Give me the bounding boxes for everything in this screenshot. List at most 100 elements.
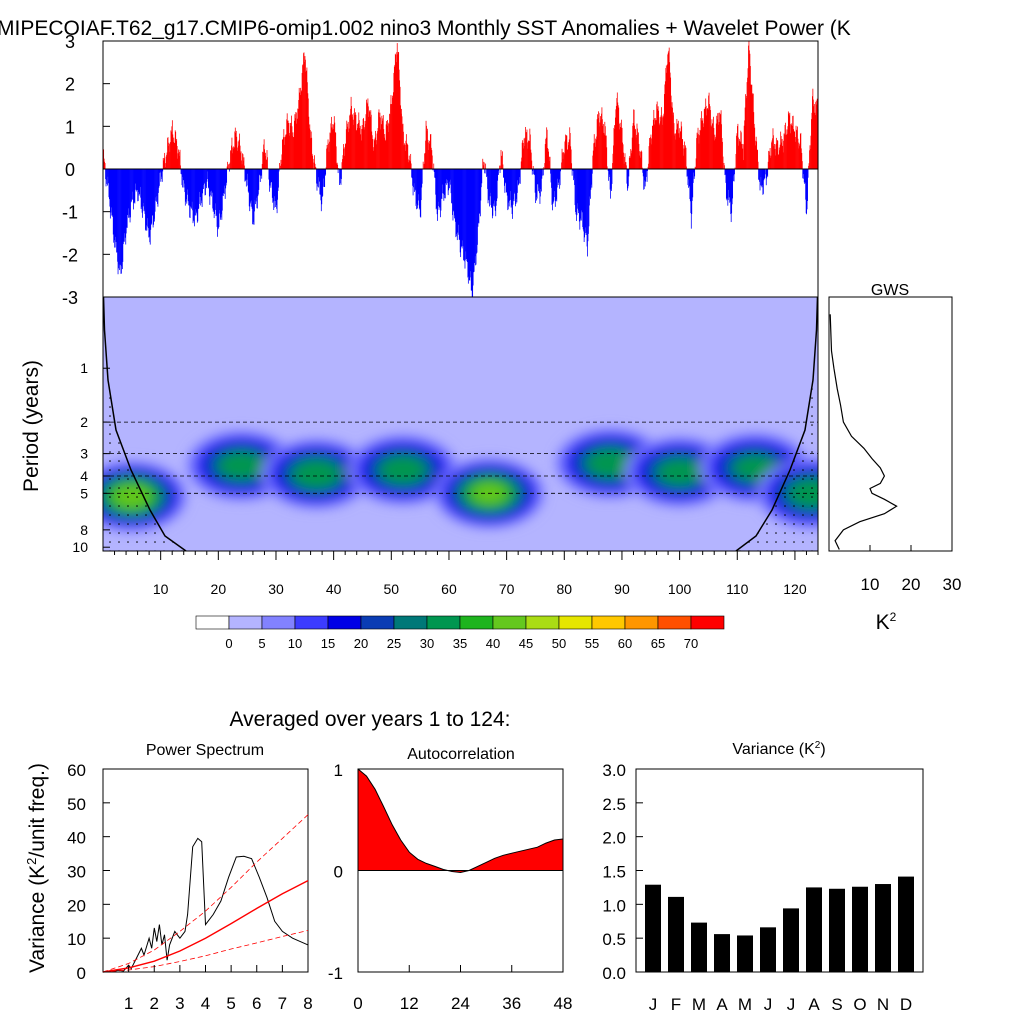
variance-bar: [898, 876, 914, 972]
sst-anomaly-bar: [127, 169, 129, 209]
sst-anomaly-bar: [531, 169, 533, 175]
sst-anomaly-bar: [339, 169, 340, 185]
sst-anomaly-bar: [676, 124, 678, 169]
sst-anomaly-bar: [488, 169, 489, 200]
sst-anomaly-bar: [282, 137, 284, 169]
power-spectrum-y-tick-label: 50: [67, 795, 86, 814]
sst-anomaly-bar: [788, 113, 790, 169]
sst-anomaly-bar: [168, 142, 170, 169]
sst-anomaly-bar: [187, 169, 189, 190]
sst-anomaly-bar: [111, 169, 113, 216]
sst-anomaly-bar: [417, 169, 418, 209]
sst-anomaly-bar: [549, 156, 551, 169]
sst-anomaly-bar: [769, 151, 771, 169]
sst-anomaly-bar: [657, 106, 659, 169]
sst-anomaly-bar: [458, 169, 460, 235]
sst-anomaly-bar: [655, 120, 657, 169]
sst-anomaly-bar: [273, 169, 275, 211]
sst-anomaly-bar: [141, 169, 142, 207]
sst-anomaly-bar: [595, 138, 597, 169]
wavelet-power-contour: [659, 459, 700, 485]
sst-anomaly-bar: [700, 111, 702, 169]
sst-anomaly-bar: [165, 156, 167, 169]
sst-anomaly-bar: [249, 169, 251, 202]
sst-anomaly-bar: [359, 128, 361, 169]
sst-anomaly-bar: [501, 155, 502, 169]
sst-anomaly-bar: [413, 169, 415, 184]
sst-anomaly-bar: [702, 127, 704, 169]
sst-anomaly-bar: [774, 143, 775, 169]
sst-anomaly-bar: [280, 159, 282, 169]
sst-anomaly-bar: [260, 169, 262, 176]
sst-anomaly-bar: [463, 169, 464, 261]
sst-anomaly-bar: [705, 105, 707, 169]
sst-anomaly-bar: [747, 77, 748, 169]
sst-anomaly-bar: [535, 169, 537, 197]
sst-anomaly-bar: [548, 160, 550, 169]
sst-anomaly-bar: [436, 169, 438, 215]
sst-anomaly-bar: [417, 169, 419, 195]
sst-anomaly-bar: [175, 131, 177, 169]
sst-anomaly-bar: [431, 155, 433, 169]
variance-y-tick-label: 3.0: [602, 761, 626, 780]
sst-anomaly-bar: [719, 112, 721, 169]
sst-anomaly-bar: [695, 167, 697, 169]
sst-anomaly-bar: [432, 169, 434, 171]
sst-anomaly-bar: [401, 108, 402, 169]
sst-anomaly-bar: [477, 169, 479, 227]
sst-anomaly-bar: [322, 169, 324, 187]
sst-anomaly-bar: [356, 124, 358, 169]
sst-anomaly-bar: [597, 117, 599, 169]
sst-anomaly-bar: [767, 161, 769, 169]
sst-anomaly-bar: [212, 169, 214, 212]
variance-month-label: M: [738, 995, 752, 1014]
sst-anomaly-bar: [600, 116, 601, 169]
sst-anomaly-bar: [720, 110, 722, 169]
sst-anomaly-bar: [391, 104, 393, 169]
sst-anomaly-bar: [687, 169, 689, 186]
sst-anomaly-bar: [242, 153, 243, 169]
sst-anomaly-bar: [619, 122, 621, 169]
sst-anomaly-bar: [342, 159, 343, 169]
gws-title: GWS: [871, 282, 909, 299]
sst-anomaly-bar: [142, 169, 143, 218]
sst-anomaly-bar: [435, 169, 437, 195]
sst-anomaly-bar: [751, 84, 753, 169]
sst-anomaly-bar: [668, 50, 670, 169]
sst-anomaly-bar: [559, 169, 561, 186]
sst-anomaly-bar: [604, 126, 606, 169]
sst-anomaly-bar: [410, 153, 412, 169]
sst-anomaly-bar: [805, 169, 807, 214]
sst-anomaly-bar: [122, 169, 124, 262]
sst-anomaly-bar: [589, 169, 590, 206]
sst-anomaly-bar: [105, 169, 107, 187]
sst-anomaly-bar: [680, 131, 682, 169]
sst-anomaly-bar: [355, 129, 357, 169]
sst-anomaly-bar: [234, 127, 236, 169]
sst-anomaly-bar: [462, 169, 463, 241]
sst-anomaly-bar: [757, 149, 758, 169]
sst-anomaly-bar: [590, 169, 592, 190]
sst-anomaly-bar: [140, 169, 142, 209]
sst-anomaly-bar: [684, 141, 685, 169]
sst-anomaly-bar: [377, 131, 378, 169]
sst-anomaly-bar: [634, 130, 636, 169]
sst-anomaly-bar: [377, 128, 379, 169]
sst-y-tick-label: 2: [65, 75, 75, 95]
sst-anomaly-bar: [798, 142, 800, 169]
sst-anomaly-bar: [169, 151, 171, 169]
sst-anomaly-bar: [774, 155, 776, 169]
sst-anomaly-bar: [155, 169, 156, 198]
sst-anomaly-bar: [665, 68, 667, 169]
sst-anomaly-bar: [617, 105, 619, 169]
sst-anomaly-bar: [576, 169, 577, 221]
sst-anomaly-bar: [292, 132, 294, 169]
sst-anomaly-bar: [304, 56, 306, 170]
sst-anomaly-bar: [389, 114, 391, 169]
sst-anomaly-bar: [694, 166, 696, 169]
sst-anomaly-bar: [480, 169, 482, 188]
sst-anomaly-bar: [238, 145, 240, 169]
sst-anomaly-bar: [783, 133, 785, 169]
sst-anomaly-bar: [528, 141, 530, 169]
sst-anomaly-bar: [659, 117, 661, 169]
